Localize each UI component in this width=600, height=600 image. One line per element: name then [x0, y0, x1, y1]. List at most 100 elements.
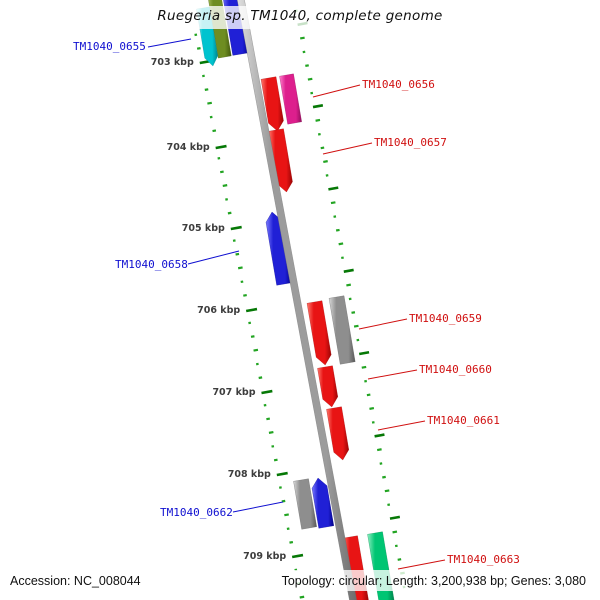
ruler-minor-tick: [250, 335, 255, 338]
leader-line: [232, 501, 284, 513]
gene-label-TM1040_0662[interactable]: TM1040_0662: [160, 506, 233, 519]
accession-text: Accession: NC_008044: [10, 574, 141, 588]
gene-label-TM1040_0660[interactable]: TM1040_0660: [419, 363, 492, 376]
ruler-minor-tick: [194, 33, 198, 37]
ruler-tick-label: 707 kbp: [212, 387, 256, 398]
title-band: [0, 6, 600, 29]
leader-line: [312, 84, 361, 98]
gene-label-TM1040_0655[interactable]: TM1040_0655: [73, 40, 146, 53]
ruler-minor-tick: [366, 393, 371, 397]
ruler-tick-label: 705 kbp: [181, 223, 225, 234]
ruler-minor-tick: [397, 558, 402, 561]
ruler-minor-tick: [371, 421, 375, 424]
ruler-minor-tick: [348, 297, 352, 301]
ruler-minor-tick: [237, 266, 243, 270]
ruler-minor-tick: [302, 50, 306, 54]
gene-label-TM1040_0657[interactable]: TM1040_0657: [374, 136, 447, 149]
ruler-minor-tick: [209, 115, 213, 119]
ruler-minor-tick: [346, 283, 351, 287]
ruler-minor-tick: [258, 376, 263, 380]
ruler-minor-tick: [351, 311, 356, 314]
ruler-minor-tick: [222, 184, 228, 188]
ruler-minor-tick: [394, 544, 398, 548]
ruler-minor-tick: [333, 215, 337, 218]
gene-label-TM1040_0656[interactable]: TM1040_0656: [362, 78, 435, 91]
footer-band: [0, 570, 600, 591]
ruler-minor-tick: [376, 448, 382, 452]
gene-label-TM1040_0658[interactable]: TM1040_0658: [115, 258, 188, 271]
ruler-minor-tick: [335, 228, 340, 232]
ruler-minor-tick: [220, 170, 224, 174]
gene-features-layer: [196, 0, 395, 600]
ruler-minor-tick: [266, 417, 271, 421]
gene-arrow-TM1040_0659[interactable]: [306, 300, 332, 366]
ruler-tick-label: 709 kbp: [243, 551, 287, 562]
ruler-minor-tick: [240, 280, 244, 284]
ruler-minor-tick: [338, 242, 344, 246]
ruler-major-tick: [291, 553, 304, 559]
ruler-minor-tick: [243, 293, 247, 297]
ruler-minor-tick: [356, 338, 360, 342]
ruler-minor-tick: [217, 156, 221, 160]
leader-line: [322, 142, 373, 155]
ruler-tick-label: 704 kbp: [166, 142, 210, 153]
ruler-minor-tick: [307, 77, 313, 81]
ruler-minor-tick: [284, 513, 289, 517]
ruler-major-tick: [389, 515, 401, 520]
ruler-minor-tick: [384, 489, 390, 493]
gene-arrow: [237, 0, 357, 600]
ruler-minor-tick: [369, 407, 375, 410]
ruler-minor-tick: [248, 321, 252, 325]
ruler-minor-tick: [364, 379, 367, 383]
ruler-minor-tick: [299, 595, 305, 599]
gene-arrow-TM1040_0656[interactable]: [279, 73, 302, 125]
ruler-minor-tick: [225, 198, 228, 201]
leader-line: [358, 318, 408, 330]
leader-line: [147, 38, 192, 48]
ruler-minor-tick: [341, 256, 344, 260]
ruler-minor-tick: [305, 64, 309, 67]
gene-arrow: [293, 478, 317, 530]
leader-line: [187, 250, 240, 265]
ruler-minor-tick: [323, 160, 328, 164]
ruler-minor-tick: [235, 252, 240, 256]
gene-arrow-TM1040_0660[interactable]: [317, 365, 339, 408]
leader-line: [377, 420, 426, 431]
leader-lines-layer: [147, 38, 446, 570]
ruler-tick-label: 706 kbp: [197, 305, 241, 316]
ruler-minor-tick: [379, 462, 383, 465]
ruler-minor-tick: [253, 348, 259, 352]
leader-line: [367, 369, 418, 380]
ruler-major-tick: [230, 225, 242, 231]
ruler-minor-tick: [310, 91, 314, 95]
gene-arrow-TM1040_0661[interactable]: [326, 406, 350, 461]
ruler-major-tick: [328, 186, 339, 191]
gene-arrow-TM1040_0662[interactable]: [311, 477, 335, 529]
ruler-minor-tick: [325, 174, 329, 177]
ruler-major-tick: [312, 104, 324, 109]
ruler-minor-tick: [196, 47, 201, 50]
ruler-minor-tick: [268, 431, 274, 434]
ruler-minor-tick: [392, 530, 398, 534]
ruler-minor-tick: [330, 201, 336, 205]
ruler-minor-tick: [202, 74, 205, 78]
gene-label-TM1040_0661[interactable]: TM1040_0661: [427, 414, 500, 427]
ruler-minor-tick: [320, 146, 325, 150]
gene-arrow: [328, 295, 356, 365]
gene-label-TM1040_0663[interactable]: TM1040_0663: [447, 553, 520, 566]
gene-label-TM1040_0659[interactable]: TM1040_0659: [409, 312, 482, 325]
ruler-major-tick: [261, 389, 273, 395]
ruler-minor-tick: [207, 101, 212, 105]
ruler-minor-tick: [273, 458, 278, 462]
ruler-minor-tick: [279, 486, 282, 489]
ruler-minor-tick: [232, 239, 236, 242]
ruler-minor-tick: [227, 211, 232, 215]
ruler-minor-tick: [382, 475, 386, 479]
ruler-major-tick: [245, 307, 258, 313]
ruler-minor-tick: [289, 540, 294, 544]
ruler-major-tick: [215, 144, 227, 150]
ruler-minor-tick: [317, 132, 321, 136]
genome-stats-text: Topology: circular; Length: 3,200,938 bp…: [281, 574, 586, 588]
